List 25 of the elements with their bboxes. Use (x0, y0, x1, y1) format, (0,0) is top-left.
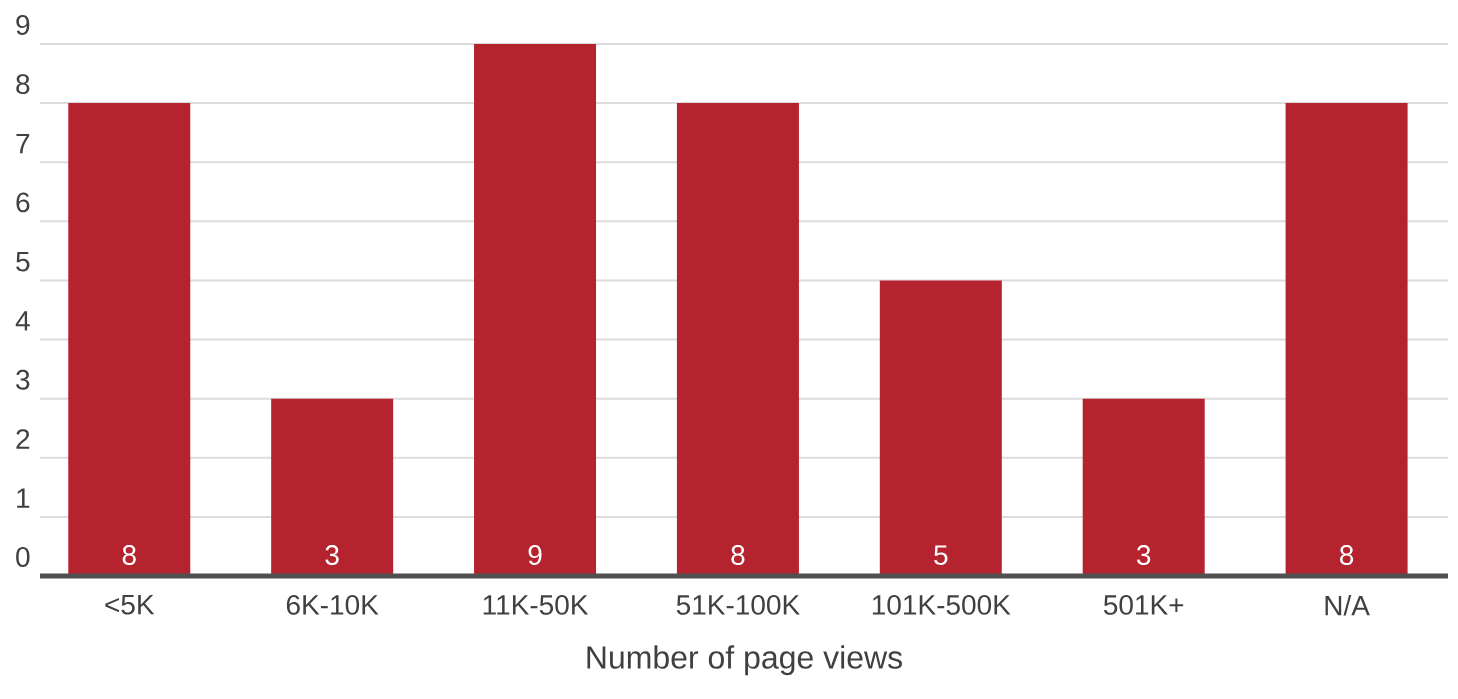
data-label: 5 (934, 545, 948, 565)
y-tick-label: 8 (16, 74, 30, 95)
y-tick-label: 6 (16, 192, 30, 213)
x-tick-label: 11K-50K (483, 595, 589, 615)
x-tick-label: <5K (105, 595, 155, 615)
x-tick-label: N/A (1325, 595, 1370, 616)
data-label: 3 (325, 545, 339, 565)
data-label: 8 (731, 545, 745, 565)
y-tick-label: 7 (16, 133, 30, 154)
data-label: 8 (1340, 545, 1354, 565)
y-tick-label: 2 (16, 429, 30, 449)
x-tick-label: 501K+ (1103, 595, 1184, 615)
y-tick-label: 9 (16, 15, 30, 35)
x-tick-label: 101K-500K (872, 595, 1011, 615)
data-label: 8 (122, 545, 136, 565)
x-tick-label: 51K-100K (676, 595, 800, 615)
y-tick-label: 3 (16, 369, 30, 390)
data-label: 9 (528, 545, 542, 565)
y-tick-label: 5 (16, 251, 30, 272)
data-label: 3 (1136, 545, 1151, 565)
x-tick-label: 6K-10K (286, 595, 379, 615)
y-tick-label: 4 (15, 311, 30, 331)
y-tick-label: 0 (16, 547, 30, 567)
x-axis-title: Number of page views (587, 645, 902, 676)
y-tick-label: 1 (17, 488, 30, 508)
